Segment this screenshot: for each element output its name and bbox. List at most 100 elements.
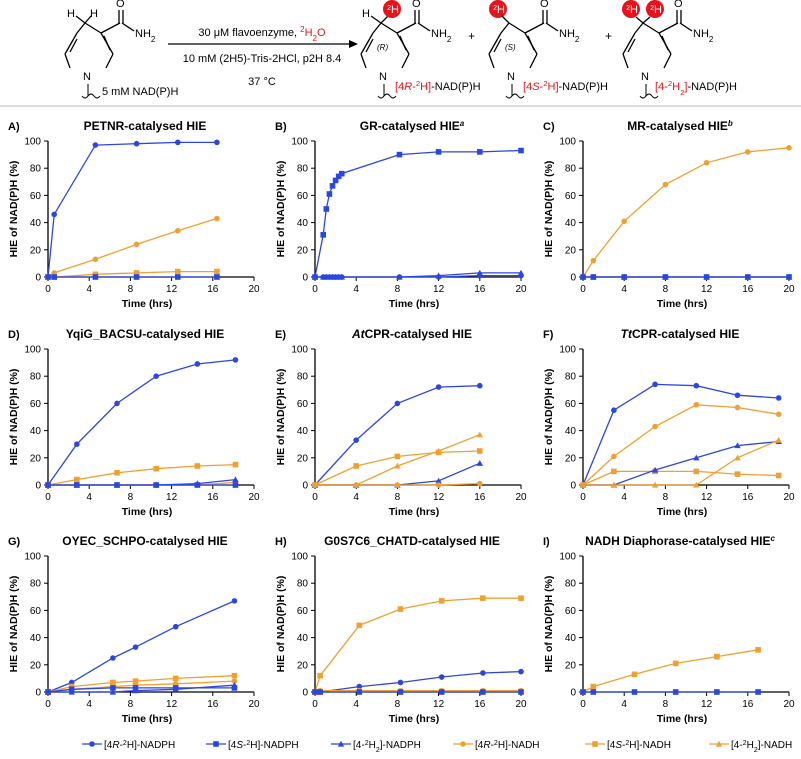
- series-line: [47, 600, 235, 693]
- triangle-marker: [590, 273, 597, 280]
- data-series: [312, 595, 524, 695]
- y-tick-label: 40: [30, 426, 42, 437]
- square-marker: [335, 173, 342, 180]
- data-series: [45, 274, 220, 280]
- x-axis-label: Time (hrs): [122, 713, 173, 725]
- square-marker: [775, 472, 782, 479]
- double-bond: [493, 38, 502, 53]
- circle-marker: [51, 211, 57, 218]
- circle-marker: [356, 683, 363, 690]
- x-tick-label: 16: [742, 492, 754, 503]
- x-axis-label: Time (hrs): [389, 298, 440, 310]
- x-tick-label: 4: [353, 284, 359, 295]
- data-series: [580, 145, 792, 280]
- x-tick-label: 8: [395, 699, 401, 710]
- ribose-link: [81, 84, 101, 99]
- circle-marker: [621, 218, 627, 225]
- triangle-marker: [476, 269, 484, 276]
- plus-sign: +: [468, 29, 475, 43]
- panel-letter: H): [275, 536, 287, 548]
- ring-bond: [372, 22, 382, 34]
- chart-panel: B) GR-catalysed HIEa 0 20 40 60 80 100 0 4 8 12 16 20…: [275, 119, 527, 311]
- square-marker: [231, 685, 238, 691]
- triangle-marker: [476, 460, 484, 466]
- series-line: [314, 597, 521, 693]
- x-tick-label: 8: [128, 284, 134, 295]
- x-tick-label: 0: [312, 284, 318, 295]
- square-marker: [338, 170, 345, 177]
- x-tick-label: 20: [515, 699, 527, 710]
- triangle-marker: [231, 681, 238, 688]
- stereo-descriptor: (S): [505, 43, 516, 52]
- data-series: [45, 357, 239, 488]
- carbonyl-bond: [524, 22, 545, 34]
- triangle-marker: [620, 273, 628, 280]
- square-marker: [580, 689, 586, 695]
- square-marker: [672, 689, 679, 695]
- square-marker: [114, 469, 120, 476]
- circle-marker: [590, 257, 597, 264]
- y-tick-label: 80: [565, 164, 577, 175]
- square-marker: [755, 689, 761, 695]
- circle-marker: [480, 670, 486, 676]
- x-tick-label: 20: [515, 492, 527, 503]
- hydrogen-atom: H: [362, 8, 370, 20]
- triangle-marker: [435, 447, 442, 454]
- square-marker: [194, 482, 201, 488]
- series-line: [315, 670, 522, 693]
- amide-bond: [417, 22, 431, 32]
- x-tick-label: 4: [86, 699, 92, 710]
- y-tick-label: 20: [565, 245, 577, 256]
- x-tick-label: 4: [621, 699, 627, 710]
- y-tick-label: 60: [565, 606, 577, 617]
- ring-bond: [622, 32, 636, 55]
- series-line: [48, 684, 235, 693]
- square-marker: [693, 468, 700, 475]
- y-tick-label: 0: [302, 481, 308, 492]
- circle-marker: [611, 453, 617, 460]
- ring-bond: [360, 32, 374, 55]
- triangle-marker: [132, 687, 139, 694]
- series-line: [583, 439, 779, 486]
- circle-marker: [110, 655, 116, 661]
- square-marker: [214, 268, 220, 275]
- ring-bond: [76, 22, 86, 34]
- triangle-marker: [693, 481, 700, 488]
- ring-bond: [622, 53, 629, 69]
- square-marker: [45, 482, 51, 488]
- square-marker: [74, 482, 80, 488]
- substrate-label: 5 mM NAD(P)H: [102, 86, 178, 98]
- triangle-marker: [311, 273, 319, 280]
- y-axis-label: HIE of NAD(P)H (%): [8, 161, 20, 258]
- triangle-marker: [734, 442, 741, 449]
- x-tick-label: 20: [783, 284, 795, 295]
- deuterium-atom: 2H: [626, 4, 638, 16]
- circle-marker: [435, 384, 442, 390]
- arrow-head: [349, 40, 358, 48]
- triangle-marker: [109, 688, 117, 695]
- ring-bond: [84, 22, 102, 34]
- panel-letter: G): [8, 536, 21, 548]
- triangle-marker: [68, 688, 75, 695]
- square-marker: [153, 465, 159, 472]
- square-marker: [353, 463, 359, 469]
- carbonyl-bond: [396, 22, 417, 34]
- y-tick-label: 100: [291, 345, 308, 356]
- series-line: [582, 404, 779, 486]
- square-marker: [214, 274, 220, 280]
- x-axis-label: Time (hrs): [122, 298, 173, 310]
- square-marker: [631, 671, 638, 678]
- triangle-marker: [744, 273, 752, 280]
- series-line: [582, 147, 790, 278]
- y-tick-label: 100: [24, 552, 41, 563]
- triangle-marker: [394, 462, 401, 469]
- data-series: [312, 147, 524, 280]
- triangle-marker: [734, 454, 741, 461]
- y-tick-label: 100: [559, 137, 576, 148]
- y-tick-label: 60: [30, 191, 42, 202]
- y-tick-label: 20: [297, 245, 309, 256]
- square-marker: [232, 482, 239, 488]
- square-marker: [323, 206, 330, 212]
- y-tick-label: 100: [559, 345, 576, 356]
- x-tick-label: 12: [433, 699, 445, 710]
